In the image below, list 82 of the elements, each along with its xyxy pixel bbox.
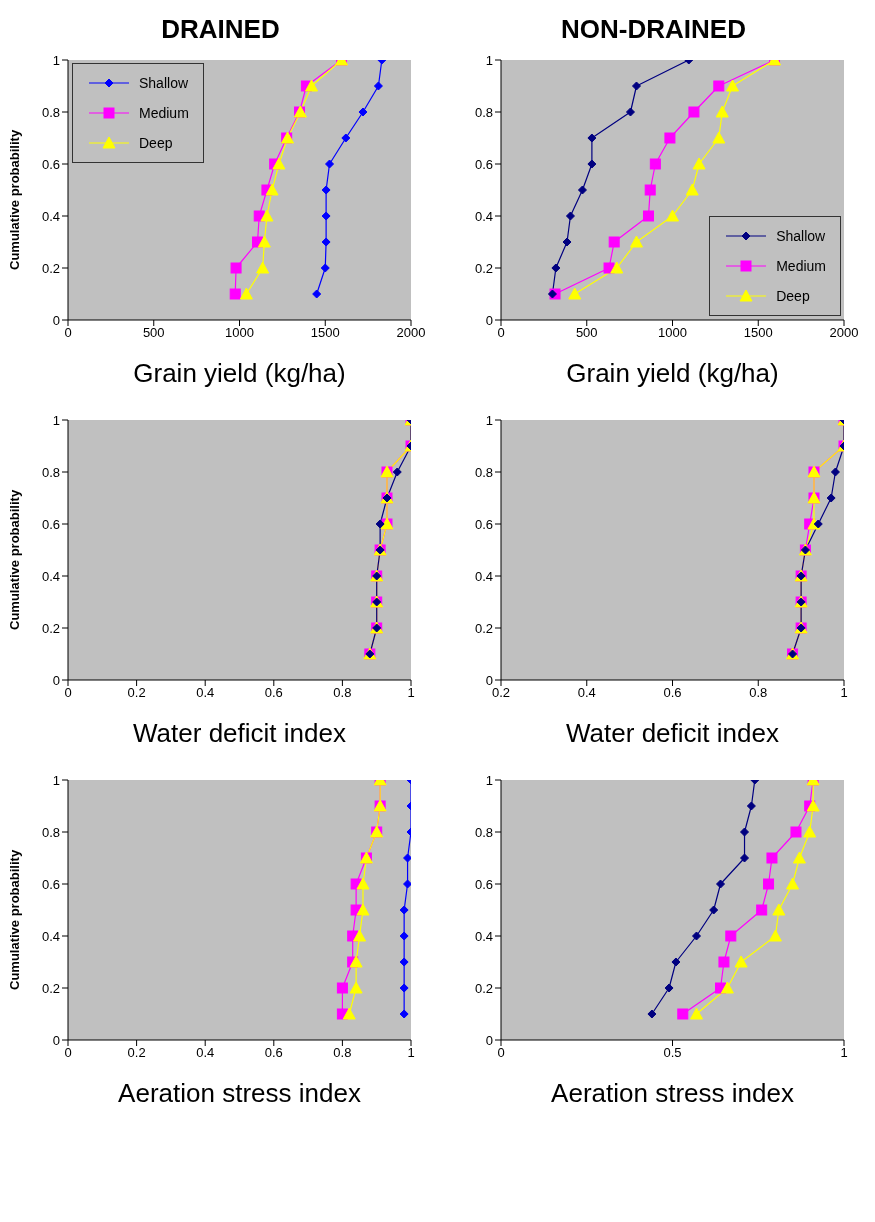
y-tick-label: 0.2 [41, 620, 60, 636]
x-axis-title: Water deficit index [566, 718, 779, 748]
y-tick-label: 1 [485, 772, 493, 788]
y-tick-label: 0.6 [474, 516, 493, 532]
chart-title: NON-DRAINED [560, 13, 747, 46]
y-tick-label: 1 [52, 412, 60, 428]
x-tick-label: 1000 [225, 325, 254, 341]
y-tick-label: 0.6 [41, 156, 60, 172]
y-tick-label: 0.2 [474, 260, 493, 276]
x-tick-label: 500 [142, 325, 165, 341]
y-axis-title: Cumulative probability [6, 849, 22, 990]
x-axis-title: Water deficit index [133, 718, 346, 748]
x-tick-label: 2000 [829, 325, 859, 341]
legend-label: Deep [776, 288, 810, 304]
y-tick-label: 0.4 [41, 568, 60, 584]
y-tick-label: 0 [52, 672, 60, 688]
x-tick-label: 1000 [658, 325, 687, 341]
x-tick-label: 0 [64, 1045, 72, 1061]
y-tick-label: 0.4 [41, 928, 60, 944]
y-tick-label: 0.4 [474, 928, 493, 944]
x-tick-label: 1 [840, 685, 848, 701]
y-tick-label: 0.4 [41, 208, 60, 224]
y-tick-label: 0 [485, 672, 493, 688]
x-tick-label: 1500 [310, 325, 340, 341]
x-tick-label: 0.8 [333, 685, 352, 701]
y-tick-label: 0.8 [474, 824, 493, 840]
x-tick-label: 0.6 [663, 685, 682, 701]
y-tick-label: 0.6 [474, 156, 493, 172]
x-tick-label: 0.4 [577, 685, 596, 701]
x-axis-title: Aeration stress index [551, 1078, 794, 1108]
y-tick-label: 0.6 [474, 876, 493, 892]
x-tick-label: 0.2 [127, 1045, 146, 1061]
x-tick-label: 0.4 [196, 685, 215, 701]
legend-label: Shallow [139, 75, 189, 91]
x-tick-label: 1 [840, 1045, 848, 1061]
y-tick-label: 0 [485, 1032, 493, 1048]
y-tick-label: 0 [52, 312, 60, 328]
x-tick-label: 0 [497, 1045, 505, 1061]
x-tick-label: 0.4 [196, 1045, 215, 1061]
x-axis-title: Aeration stress index [118, 1078, 361, 1108]
y-tick-label: 0.4 [474, 568, 493, 584]
x-tick-label: 0.2 [127, 685, 146, 701]
x-tick-label: 1 [407, 685, 415, 701]
y-tick-label: 0.6 [41, 516, 60, 532]
x-tick-label: 0 [497, 325, 505, 341]
x-tick-label: 0.8 [749, 685, 768, 701]
y-tick-label: 0 [52, 1032, 60, 1048]
y-tick-label: 1 [485, 52, 493, 68]
x-tick-label: 500 [575, 325, 598, 341]
x-tick-label: 1500 [743, 325, 773, 341]
x-axis-title: Grain yield (kg/ha) [566, 358, 779, 388]
x-tick-label: 0 [64, 325, 72, 341]
y-axis-title: Cumulative probability [6, 129, 22, 270]
y-tick-label: 0.2 [474, 620, 493, 636]
y-tick-label: 0.2 [41, 980, 60, 996]
y-tick-label: 0.8 [474, 464, 493, 480]
y-tick-label: 0.2 [41, 260, 60, 276]
legend-label: Medium [776, 258, 826, 274]
y-tick-label: 0.2 [474, 980, 493, 996]
y-axis-title: Cumulative probability [6, 489, 22, 630]
legend-label: Shallow [776, 228, 826, 244]
x-tick-label: 1 [407, 1045, 415, 1061]
legend-label: Medium [139, 105, 189, 121]
y-tick-label: 0.4 [474, 208, 493, 224]
y-tick-label: 0.6 [41, 876, 60, 892]
chart-title: DRAINED [160, 13, 281, 46]
y-tick-label: 1 [52, 52, 60, 68]
y-tick-label: 0.8 [41, 464, 60, 480]
x-tick-label: 0.6 [264, 1045, 283, 1061]
x-tick-label: 0.5 [663, 1045, 682, 1061]
y-tick-label: 0.8 [474, 104, 493, 120]
y-tick-label: 0.8 [41, 824, 60, 840]
x-tick-label: 0.8 [333, 1045, 352, 1061]
x-tick-label: 2000 [396, 325, 426, 341]
y-tick-label: 0.8 [41, 104, 60, 120]
x-axis-title: Grain yield (kg/ha) [133, 358, 346, 388]
y-tick-label: 1 [52, 772, 60, 788]
x-tick-label: 0.6 [264, 685, 283, 701]
legend-label: Deep [139, 135, 173, 151]
y-tick-label: 0 [485, 312, 493, 328]
x-tick-label: 0 [64, 685, 72, 701]
y-tick-label: 1 [485, 412, 493, 428]
